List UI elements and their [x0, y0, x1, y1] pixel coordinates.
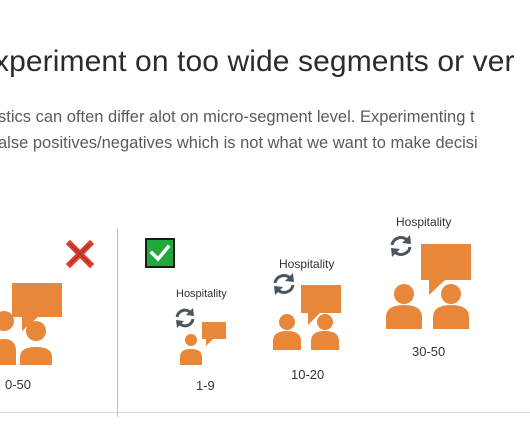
segment-label-3: Hospitality	[396, 215, 452, 229]
large-group-icon	[386, 244, 471, 329]
segment-label-2: Hospitality	[279, 257, 335, 271]
cross-mark-icon	[65, 239, 95, 269]
range-label-3: 30-50	[412, 344, 446, 359]
medium-group-icon	[273, 285, 341, 350]
slide-title: xperiment on too wide segments or ver	[0, 45, 515, 78]
refresh-icon	[175, 308, 195, 328]
bottom-divider	[0, 412, 530, 413]
check-mark-icon	[145, 238, 175, 268]
refresh-icon	[273, 273, 295, 295]
range-label-wrong: 0-50	[5, 377, 32, 392]
paragraph-line-2: alse positives/negatives which is not wh…	[0, 134, 478, 152]
large-group-icon	[0, 283, 62, 365]
range-label-1: 1-9	[196, 378, 215, 393]
refresh-icon	[390, 235, 412, 257]
segment-label-1: Hospitality	[176, 288, 227, 300]
vertical-divider	[117, 229, 118, 417]
paragraph-line-1: stics can often differ alot on micro-seg…	[0, 108, 475, 126]
range-label-2: 10-20	[291, 367, 325, 382]
slide-paragraph: stics can often differ alot on micro-seg…	[0, 104, 478, 156]
small-group-icon	[180, 322, 226, 365]
